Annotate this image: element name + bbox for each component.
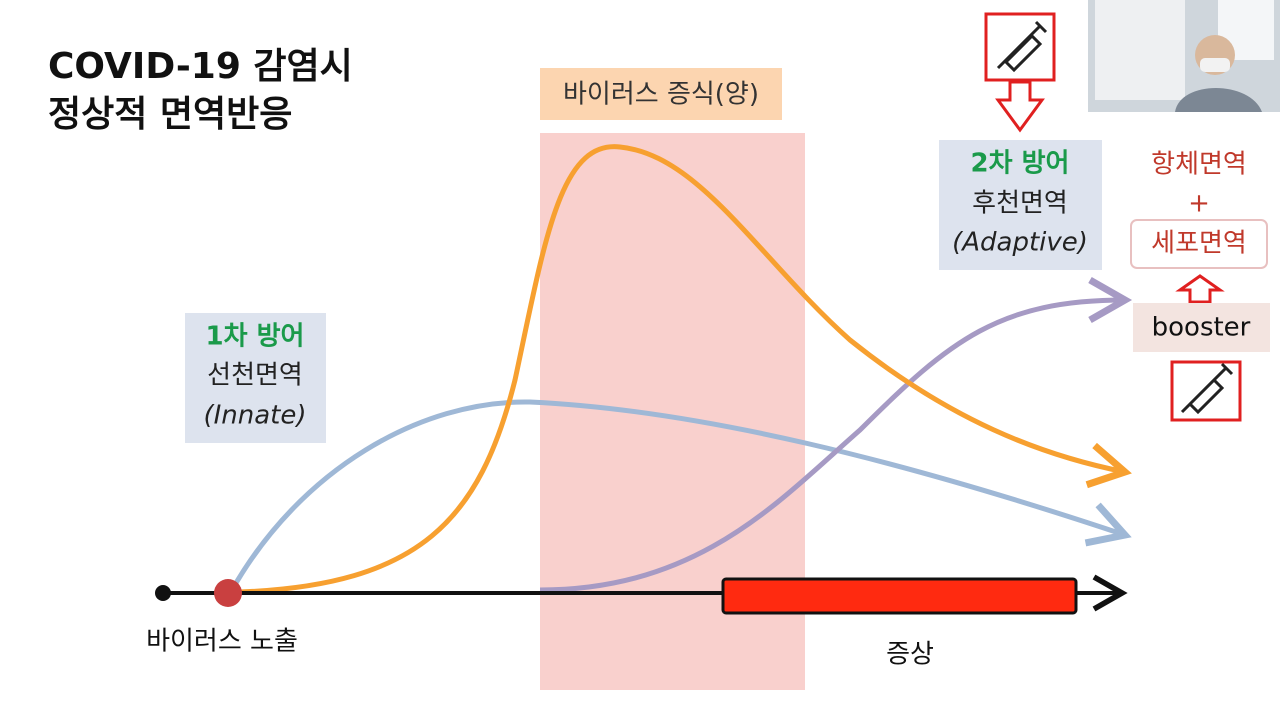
innate-curve bbox=[229, 399, 1132, 592]
presenter-video bbox=[1088, 0, 1280, 112]
innate-box bbox=[185, 313, 326, 443]
adaptive-english: (Adaptive) bbox=[952, 228, 1088, 258]
booster-label: booster bbox=[1152, 313, 1251, 343]
up-arrow bbox=[1175, 274, 1225, 304]
title-line: COVID-19 감염시 bbox=[48, 46, 353, 87]
cellular-box bbox=[1130, 219, 1268, 269]
adaptive-curve bbox=[539, 276, 1133, 593]
booster-box bbox=[1133, 303, 1270, 352]
syringe-icon bbox=[984, 12, 1056, 82]
cellular-label: 세포면역 bbox=[1151, 229, 1247, 259]
replication-label-box bbox=[540, 68, 782, 120]
down-arrow bbox=[995, 80, 1045, 133]
timeline-start bbox=[155, 585, 171, 601]
symptom-bar bbox=[721, 577, 1078, 615]
adaptive-box bbox=[939, 140, 1102, 270]
adaptive-heading: 2차 방어 bbox=[971, 149, 1070, 179]
antibody-label: 항체면역 bbox=[1151, 150, 1247, 180]
virus-curve bbox=[239, 144, 1132, 595]
innate-heading: 1차 방어 bbox=[206, 322, 305, 352]
exposure-dot bbox=[214, 579, 242, 607]
innate-name: 선천면역 bbox=[207, 361, 303, 391]
adaptive-name: 후천면역 bbox=[972, 189, 1068, 219]
replication-label: 바이러스 증식(양) bbox=[563, 80, 759, 110]
symptom-label: 증상 bbox=[886, 640, 934, 670]
syringe-icon bbox=[1170, 360, 1242, 422]
title-line: 정상적 면역반응 bbox=[48, 94, 292, 135]
exposure-label: 바이러스 노출 bbox=[146, 627, 298, 657]
plus-label: + bbox=[1188, 189, 1210, 219]
innate-english: (Innate) bbox=[203, 401, 306, 431]
